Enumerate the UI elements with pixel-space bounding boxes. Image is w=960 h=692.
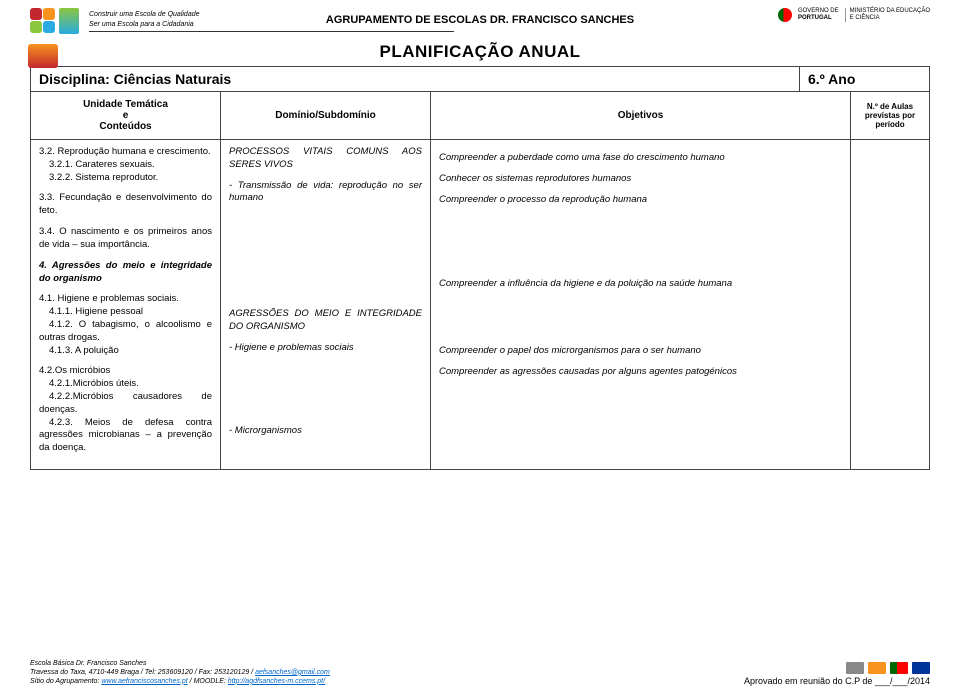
min-label2: E CIÊNCIA xyxy=(850,15,930,22)
col4-header: N.º de Aulas previstas por período xyxy=(851,92,929,140)
c3-p4: Compreender a influência da higiene e da… xyxy=(439,278,842,291)
c3-p5: Compreender o papel dos microrganismos p… xyxy=(439,345,842,358)
org-name: AGRUPAMENTO DE ESCOLAS DR. FRANCISCO SAN… xyxy=(326,14,634,26)
c1-p5a: 4.1. Higiene e problemas sociais. xyxy=(39,293,179,304)
c1-p1a: 3.2. Reprodução humana e crescimento. xyxy=(39,146,211,157)
gov-label1: GOVERNO DE xyxy=(798,8,839,15)
col1-header: Unidade Temática e Conteúdos xyxy=(31,92,220,140)
footer-site-label: Sítio do Agrupamento: xyxy=(30,678,101,685)
year-label: 6.º Ano xyxy=(799,67,929,91)
c3-p6: Compreender as agressões causadas por al… xyxy=(439,366,842,379)
c1-p6b: 4.2.1.Micróbios úteis. xyxy=(39,378,139,389)
poph-logo xyxy=(846,662,864,674)
footer-moodle-link[interactable]: http://agdfsanches-m.ccems.pt/ xyxy=(228,678,325,685)
gov-logo-block: GOVERNO DE PORTUGAL MINISTÉRIO DA EDUCAÇ… xyxy=(778,8,930,22)
footer-left: Escola Básica Dr. Francisco Sanches Trav… xyxy=(30,659,330,686)
teip-logo xyxy=(28,44,58,68)
ev-logo xyxy=(59,8,79,34)
col4-body xyxy=(851,140,929,152)
discipline-label: Disciplina: Ciências Naturais xyxy=(31,67,799,91)
min-label1: MINISTÉRIO DA EDUCAÇÃO xyxy=(850,8,930,15)
portugal-flag-icon xyxy=(778,8,792,22)
c2-p4: - Higiene e problemas sociais xyxy=(229,342,422,355)
title-row: Disciplina: Ciências Naturais 6.º Ano xyxy=(30,66,930,92)
footer-school: Escola Básica Dr. Francisco Sanches xyxy=(30,659,330,668)
c1-p6a: 4.2.Os micróbios xyxy=(39,365,110,376)
c1-p1c: 3.2.2. Sistema reprodutor. xyxy=(39,172,158,183)
footer-email-link[interactable]: aefsanches@gmail.com xyxy=(255,669,330,676)
c3-p2: Conhecer os sistemas reprodutores humano… xyxy=(439,173,842,186)
footer-addr: Travessa do Taxa, 4710-449 Braga / Tel: … xyxy=(30,669,255,676)
c2-p2: - Transmissão de vida: reprodução no ser… xyxy=(229,180,422,206)
c1-p5d: 4.1.3. A poluição xyxy=(39,345,119,356)
footer-moodle-label: / MOODLE: xyxy=(188,678,228,685)
c3-p3: Compreender o processo da reprodução hum… xyxy=(439,194,842,207)
eu-flag-footer xyxy=(912,662,930,674)
c2-p3: AGRESSÕES DO MEIO E INTEGRIDADE DO ORGAN… xyxy=(229,308,422,334)
c1-p6d: 4.2.3. Meios de defesa contra agressões … xyxy=(39,417,212,454)
c2-p5: - Microrganismos xyxy=(229,425,422,438)
col1-body: 3.2. Reprodução humana e crescimento. 3.… xyxy=(31,140,220,469)
main-title: PLANIFICAÇÃO ANUAL xyxy=(0,42,960,62)
col2-header: Domínio/Subdomínio xyxy=(221,92,430,140)
c3-p1: Compreender a puberdade como uma fase do… xyxy=(439,152,842,165)
c1-p5b: 4.1.1. Higiene pessoal xyxy=(39,306,143,317)
c1-p2: 3.3. Fecundação e desenvolvimento do fet… xyxy=(39,192,212,218)
approval-line: Aprovado em reunião do C.P de ___/___/20… xyxy=(744,676,930,686)
c1-p1b: 3.2.1. Carateres sexuais. xyxy=(39,159,155,170)
logo-cluster xyxy=(30,8,79,34)
footer-logos xyxy=(744,662,930,674)
plan-table: Unidade Temática e Conteúdos 3.2. Reprod… xyxy=(30,92,930,470)
qren-logo xyxy=(868,662,886,674)
pt-flag-footer xyxy=(890,662,908,674)
col3-body: Compreender a puberdade como uma fase do… xyxy=(431,140,850,393)
c1-p3: 3.4. O nascimento e os primeiros anos de… xyxy=(39,226,212,252)
col3-header: Objetivos xyxy=(431,92,850,140)
c1-p5c: 4.1.2. O tabagismo, o alcoolismo e outra… xyxy=(39,319,212,343)
c1-p4: 4. Agressões do meio e integridade do or… xyxy=(39,260,212,286)
footer-site-link[interactable]: www.aefranciscosanches.pt xyxy=(101,678,187,685)
c1-p6c: 4.2.2.Micróbios causadores de doenças. xyxy=(39,391,212,415)
gov-label2: PORTUGAL xyxy=(798,15,839,22)
col2-body: PROCESSOS VITAIS COMUNS AOS SERES VIVOS … xyxy=(221,140,430,452)
c2-p1: PROCESSOS VITAIS COMUNS AOS SERES VIVOS xyxy=(229,146,422,172)
